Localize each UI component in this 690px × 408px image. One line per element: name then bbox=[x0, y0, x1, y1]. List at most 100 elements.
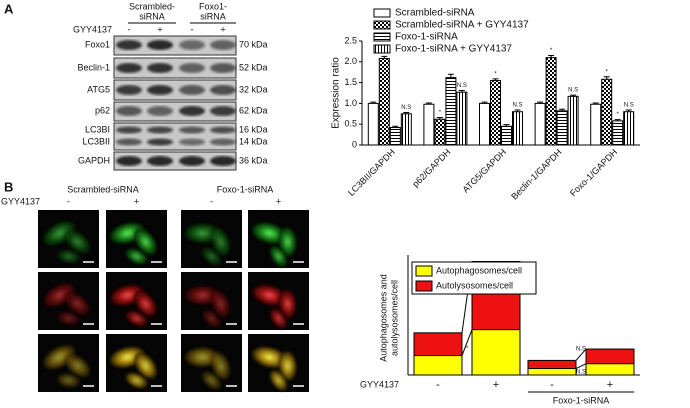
size-label: 70 kDa bbox=[239, 39, 268, 49]
cell bbox=[64, 292, 91, 316]
cell bbox=[201, 247, 222, 266]
bar bbox=[612, 120, 624, 146]
bar bbox=[623, 111, 635, 146]
cell bbox=[125, 310, 148, 327]
comparison-line bbox=[575, 348, 587, 361]
cell bbox=[64, 230, 91, 254]
bar bbox=[367, 102, 379, 146]
error-bar bbox=[392, 125, 399, 128]
band bbox=[179, 63, 205, 73]
error-bar bbox=[458, 90, 465, 93]
band bbox=[210, 63, 236, 73]
band bbox=[210, 85, 236, 95]
cell bbox=[125, 248, 148, 265]
blot-box bbox=[113, 101, 237, 122]
comparison-line bbox=[575, 363, 587, 369]
bar-segment bbox=[585, 348, 635, 365]
protein-label: ATG5 bbox=[87, 84, 110, 94]
protein-label: LC3BI bbox=[85, 124, 110, 134]
treatment-label: GYY4137 bbox=[1, 196, 40, 206]
lane-sign: + bbox=[220, 24, 225, 34]
lane-sign: + bbox=[134, 196, 139, 206]
error-bar bbox=[514, 109, 521, 112]
band bbox=[210, 126, 236, 134]
bar bbox=[456, 91, 468, 146]
bar-segment bbox=[413, 332, 463, 357]
x-axis-label: GYY4137 bbox=[360, 379, 399, 389]
annotation: * bbox=[466, 346, 469, 352]
error-bar bbox=[614, 119, 621, 121]
legend-box bbox=[411, 261, 537, 295]
error-bar bbox=[370, 101, 377, 104]
protein-label: Beclin-1 bbox=[77, 62, 110, 72]
bar bbox=[479, 102, 490, 146]
bar bbox=[590, 103, 602, 146]
protein-label: GAPDH bbox=[78, 155, 110, 165]
bar bbox=[445, 77, 457, 146]
legend-label: Autophagosomes/cell bbox=[436, 265, 522, 275]
bar bbox=[501, 125, 512, 146]
group-label: siRNA bbox=[139, 11, 165, 21]
band bbox=[147, 40, 173, 50]
bar bbox=[400, 113, 412, 146]
band bbox=[210, 156, 236, 166]
bar bbox=[545, 57, 557, 146]
cell bbox=[251, 284, 287, 306]
group-label: Scrambled-siRNA bbox=[67, 184, 139, 194]
y-tick-label: 1.0 bbox=[344, 98, 357, 108]
significance: * bbox=[494, 71, 497, 77]
significance: * bbox=[606, 69, 609, 75]
legend-swatch bbox=[373, 44, 391, 54]
group-label: Scrambled- bbox=[129, 1, 175, 11]
bar bbox=[556, 110, 568, 146]
bar bbox=[534, 102, 546, 146]
bar bbox=[490, 80, 501, 146]
band bbox=[116, 40, 142, 50]
band bbox=[179, 106, 205, 116]
panel-label: B bbox=[4, 179, 13, 194]
x-tick-label: p62/GAPDH bbox=[410, 147, 452, 189]
band bbox=[116, 106, 142, 116]
bar bbox=[434, 118, 446, 146]
band bbox=[179, 126, 205, 134]
cell bbox=[134, 290, 157, 318]
cell bbox=[56, 249, 81, 264]
size-label: 32 kDa bbox=[239, 84, 268, 94]
cell bbox=[278, 288, 297, 319]
significance: * bbox=[550, 48, 553, 54]
legend-label: Foxo-1-siRNA bbox=[395, 32, 458, 43]
lane-sign: + bbox=[276, 196, 281, 206]
band bbox=[179, 138, 205, 146]
lane-sign: - bbox=[191, 24, 194, 34]
error-bar bbox=[492, 78, 499, 81]
bar bbox=[378, 57, 390, 146]
bar bbox=[423, 103, 435, 146]
size-label: 62 kDa bbox=[239, 105, 268, 115]
legend-swatch bbox=[415, 280, 433, 292]
legend-label: Scrambled-siRNA bbox=[395, 8, 475, 19]
protein-label: Foxo1 bbox=[85, 39, 110, 49]
x-tick-label: Beclin-1/GAPDH bbox=[509, 147, 563, 201]
band bbox=[210, 138, 236, 146]
y-axis-label: Autophagosomes and bbox=[378, 274, 388, 362]
cell bbox=[125, 372, 148, 389]
cell bbox=[64, 354, 91, 378]
significance: * bbox=[439, 110, 442, 116]
band bbox=[147, 85, 173, 95]
y-tick-label: 0.5 bbox=[344, 119, 357, 129]
bar bbox=[389, 127, 401, 146]
significance: * bbox=[617, 112, 620, 118]
cell bbox=[201, 371, 222, 390]
band bbox=[147, 126, 173, 134]
group-label: Foxo-1-siRNA bbox=[217, 184, 274, 194]
cell bbox=[269, 369, 288, 392]
lane-sign: + bbox=[157, 24, 162, 34]
blot-box bbox=[113, 35, 237, 56]
error-bar bbox=[503, 124, 510, 127]
band bbox=[179, 40, 205, 50]
band bbox=[147, 156, 173, 166]
error-bar bbox=[570, 94, 577, 97]
legend-swatch bbox=[373, 20, 391, 30]
band bbox=[147, 63, 173, 73]
significance: N.S bbox=[401, 105, 411, 111]
